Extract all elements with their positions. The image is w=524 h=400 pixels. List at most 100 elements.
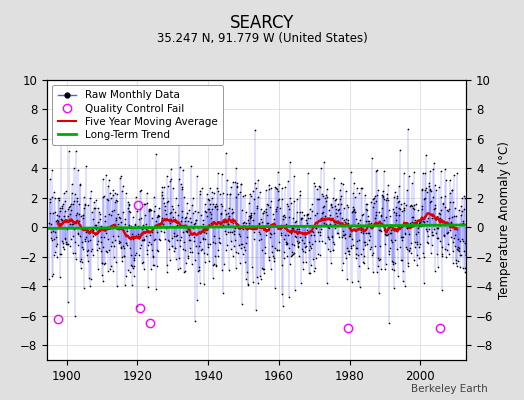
Point	[444, 229, 452, 235]
Point	[319, 204, 328, 210]
Point	[277, 222, 285, 228]
Point	[201, 236, 209, 242]
Point	[171, 245, 180, 251]
Point	[218, 267, 226, 274]
Point	[224, 229, 232, 235]
Point	[229, 219, 237, 226]
Point	[149, 254, 158, 260]
Point	[454, 247, 462, 253]
Point	[447, 220, 455, 226]
Point	[344, 248, 352, 254]
Point	[249, 187, 257, 194]
Point	[183, 218, 192, 224]
Point	[362, 230, 370, 236]
Point	[430, 205, 439, 212]
Point	[89, 233, 97, 239]
Point	[225, 205, 233, 211]
Point	[322, 221, 331, 227]
Point	[202, 213, 211, 220]
Point	[341, 234, 350, 241]
Point	[227, 184, 235, 190]
Point	[224, 221, 232, 228]
Point	[417, 217, 425, 224]
Point	[131, 221, 139, 228]
Point	[425, 186, 434, 192]
Y-axis label: Temperature Anomaly (°C): Temperature Anomaly (°C)	[498, 141, 510, 299]
Point	[56, 251, 64, 257]
Point	[343, 220, 352, 226]
Point	[166, 219, 174, 226]
Point	[46, 176, 54, 182]
Point	[89, 216, 97, 222]
Point	[410, 202, 418, 208]
Point	[403, 224, 411, 231]
Point	[177, 181, 185, 187]
Point	[204, 196, 212, 202]
Point	[88, 209, 96, 216]
Point	[347, 279, 356, 286]
Point	[346, 169, 355, 175]
Point	[306, 269, 314, 276]
Point	[180, 269, 188, 276]
Point	[324, 234, 332, 240]
Point	[106, 223, 114, 229]
Point	[367, 244, 376, 250]
Point	[100, 193, 108, 199]
Point	[283, 240, 291, 246]
Point	[145, 208, 153, 214]
Point	[337, 180, 345, 187]
Point	[423, 228, 432, 234]
Point	[94, 266, 102, 272]
Point	[215, 239, 223, 246]
Point	[129, 255, 138, 262]
Point	[275, 196, 283, 202]
Point	[440, 231, 448, 238]
Point	[296, 188, 304, 194]
Point	[430, 160, 438, 166]
Point	[88, 246, 96, 252]
Point	[424, 240, 432, 246]
Point	[328, 234, 336, 240]
Point	[109, 233, 117, 240]
Point	[225, 267, 233, 273]
Point	[433, 224, 442, 231]
Point	[61, 198, 69, 205]
Point	[247, 223, 256, 229]
Point	[406, 203, 414, 209]
Point	[298, 215, 307, 221]
Point	[407, 249, 415, 256]
Point	[237, 207, 246, 214]
Point	[205, 196, 213, 203]
Point	[63, 241, 72, 248]
Point	[227, 238, 236, 244]
Point	[158, 184, 167, 191]
Point	[244, 282, 252, 288]
Point	[294, 244, 302, 250]
Point	[144, 242, 152, 248]
Point	[271, 208, 280, 214]
Point	[96, 248, 105, 254]
Point	[364, 265, 372, 272]
Point	[329, 246, 337, 253]
Point	[223, 242, 231, 248]
Point	[124, 205, 132, 212]
Point	[305, 243, 314, 249]
Point	[233, 184, 242, 191]
Point	[417, 222, 425, 229]
Point	[110, 243, 118, 250]
Point	[132, 233, 140, 239]
Point	[138, 237, 146, 243]
Point	[86, 276, 95, 282]
Point	[353, 238, 362, 244]
Point	[245, 213, 254, 220]
Point	[61, 188, 70, 194]
Point	[293, 209, 301, 215]
Point	[365, 230, 373, 236]
Point	[272, 185, 280, 192]
Point	[184, 206, 193, 213]
Point	[423, 232, 432, 239]
Point	[405, 247, 413, 253]
Point	[187, 162, 195, 169]
Point	[431, 187, 440, 193]
Point	[121, 282, 129, 288]
